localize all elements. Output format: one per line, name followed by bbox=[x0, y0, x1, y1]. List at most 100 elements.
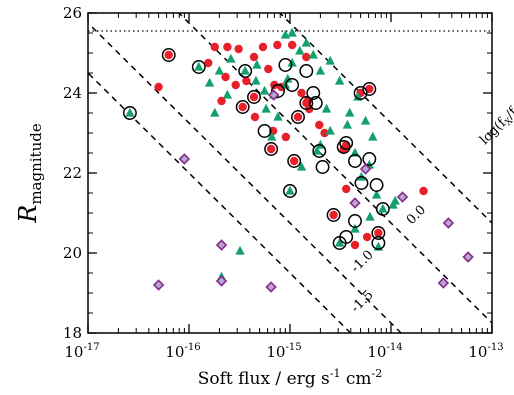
open-circle-point bbox=[326, 208, 341, 222]
green-triangle-point bbox=[214, 65, 225, 75]
open-circle-point bbox=[362, 152, 377, 166]
open-circle-point bbox=[278, 58, 293, 72]
red-circle-point bbox=[154, 82, 163, 92]
x-tick-label: 10-15 bbox=[266, 342, 301, 361]
diamond-point bbox=[152, 279, 165, 291]
red-circle-point bbox=[250, 112, 260, 122]
reference-line-label-0: log(fX/fopt)=+1.0 bbox=[477, 61, 514, 149]
x-axis-label: Soft flux / erg s-1 cm-2 bbox=[198, 367, 383, 389]
red-circle-point bbox=[419, 186, 428, 196]
data-points bbox=[122, 27, 474, 293]
green-triangle-point bbox=[350, 223, 360, 233]
diamond-point bbox=[462, 251, 474, 263]
reference-line-2 bbox=[88, 21, 403, 333]
green-triangle-point bbox=[252, 59, 262, 69]
diamond-point bbox=[267, 89, 280, 101]
open-circle-point bbox=[299, 96, 314, 110]
y-tick-label: 20 bbox=[63, 244, 82, 262]
green-triangle-point bbox=[287, 57, 297, 67]
red-circle-point bbox=[293, 112, 303, 122]
x-axis-label-exponent: -2 bbox=[372, 367, 383, 380]
green-triangle-point bbox=[283, 73, 293, 83]
reference-line-0 bbox=[278, 13, 492, 225]
green-triangle-point bbox=[315, 65, 326, 75]
red-circle-point bbox=[281, 132, 291, 142]
red-circle-point bbox=[362, 232, 372, 242]
green-triangle-point bbox=[125, 107, 135, 117]
green-triangle-point bbox=[235, 245, 245, 255]
reference-line-1 bbox=[177, 13, 492, 325]
green-triangle-point bbox=[368, 131, 378, 141]
x-tick-base: 10 bbox=[367, 343, 386, 361]
open-circle-point bbox=[348, 214, 362, 228]
red-circle-point bbox=[329, 210, 338, 220]
open-circle-point bbox=[287, 154, 302, 168]
x-axis-label-part: Soft flux / erg s bbox=[198, 369, 330, 389]
green-triangle-point bbox=[371, 189, 382, 199]
y-axis-label-subscript: magnitude bbox=[27, 123, 45, 205]
x-tick-exponent: -14 bbox=[386, 342, 402, 353]
open-circle-point bbox=[362, 82, 377, 96]
green-triangle-point bbox=[251, 75, 261, 85]
x-tick-exponent: -16 bbox=[184, 342, 200, 353]
open-circle-point bbox=[291, 110, 305, 124]
open-circle-point bbox=[339, 136, 354, 150]
open-circle-point bbox=[308, 96, 323, 110]
diamond-point bbox=[396, 191, 409, 203]
red-circle-point bbox=[302, 52, 311, 62]
diamond-point bbox=[178, 153, 191, 165]
x-tick-exponent: -13 bbox=[487, 342, 503, 353]
red-circle-point bbox=[204, 58, 213, 68]
green-triangle-point bbox=[378, 203, 388, 213]
diamond-point bbox=[437, 277, 450, 289]
green-triangle-point bbox=[273, 111, 283, 121]
green-triangle-point bbox=[334, 237, 345, 247]
reference-line-label-3: -1.5 bbox=[348, 288, 376, 316]
open-circle-point bbox=[285, 78, 300, 92]
green-triangle-point bbox=[365, 211, 375, 221]
green-triangle-point bbox=[267, 131, 277, 141]
diamond-point bbox=[359, 163, 372, 175]
x-tick-base: 10 bbox=[266, 343, 285, 361]
red-circle-point bbox=[320, 128, 329, 138]
reference-line-label-1: 0.0 bbox=[404, 203, 429, 228]
green-triangle-point bbox=[296, 161, 307, 171]
green-triangle-point bbox=[261, 103, 271, 113]
x-tick-exponent: -15 bbox=[285, 342, 301, 353]
open-circle-point bbox=[315, 160, 330, 174]
x-tick-exponent: -17 bbox=[83, 342, 99, 353]
open-circle-point bbox=[235, 100, 250, 114]
green-triangle-point bbox=[240, 65, 250, 75]
diamond-point bbox=[215, 275, 228, 287]
green-triangle-point bbox=[321, 103, 332, 113]
x-tick-label: 10-14 bbox=[367, 342, 402, 361]
green-triangle-point bbox=[308, 49, 318, 59]
open-circle-point bbox=[371, 226, 386, 240]
red-circle-point bbox=[210, 42, 219, 52]
open-circle-point bbox=[354, 176, 369, 190]
green-triangle-point bbox=[350, 147, 360, 157]
open-circle-point bbox=[247, 90, 261, 104]
red-circle-point bbox=[287, 40, 297, 50]
red-circle-point bbox=[258, 42, 268, 52]
red-circle-point bbox=[242, 76, 251, 86]
diamond-point bbox=[265, 281, 277, 293]
label-part: /f bbox=[503, 104, 514, 122]
open-circle-point bbox=[122, 106, 137, 120]
green-triangle-point bbox=[285, 185, 295, 195]
open-circle-point bbox=[339, 230, 354, 244]
red-circle-point bbox=[297, 88, 306, 98]
open-circle-point bbox=[369, 178, 384, 192]
red-circle-point bbox=[374, 228, 383, 238]
label-subscript: X bbox=[504, 116, 514, 128]
x-tick-base: 10 bbox=[165, 343, 184, 361]
green-triangle-point bbox=[334, 75, 345, 85]
green-triangle-point bbox=[390, 195, 400, 205]
red-circle-point bbox=[223, 42, 232, 52]
x-tick-base: 10 bbox=[64, 343, 83, 361]
red-circle-point bbox=[302, 98, 311, 108]
red-circle-point bbox=[249, 52, 259, 62]
red-circle-point bbox=[249, 92, 259, 102]
y-tick-label: 18 bbox=[63, 324, 82, 342]
open-circle-point bbox=[336, 140, 351, 154]
